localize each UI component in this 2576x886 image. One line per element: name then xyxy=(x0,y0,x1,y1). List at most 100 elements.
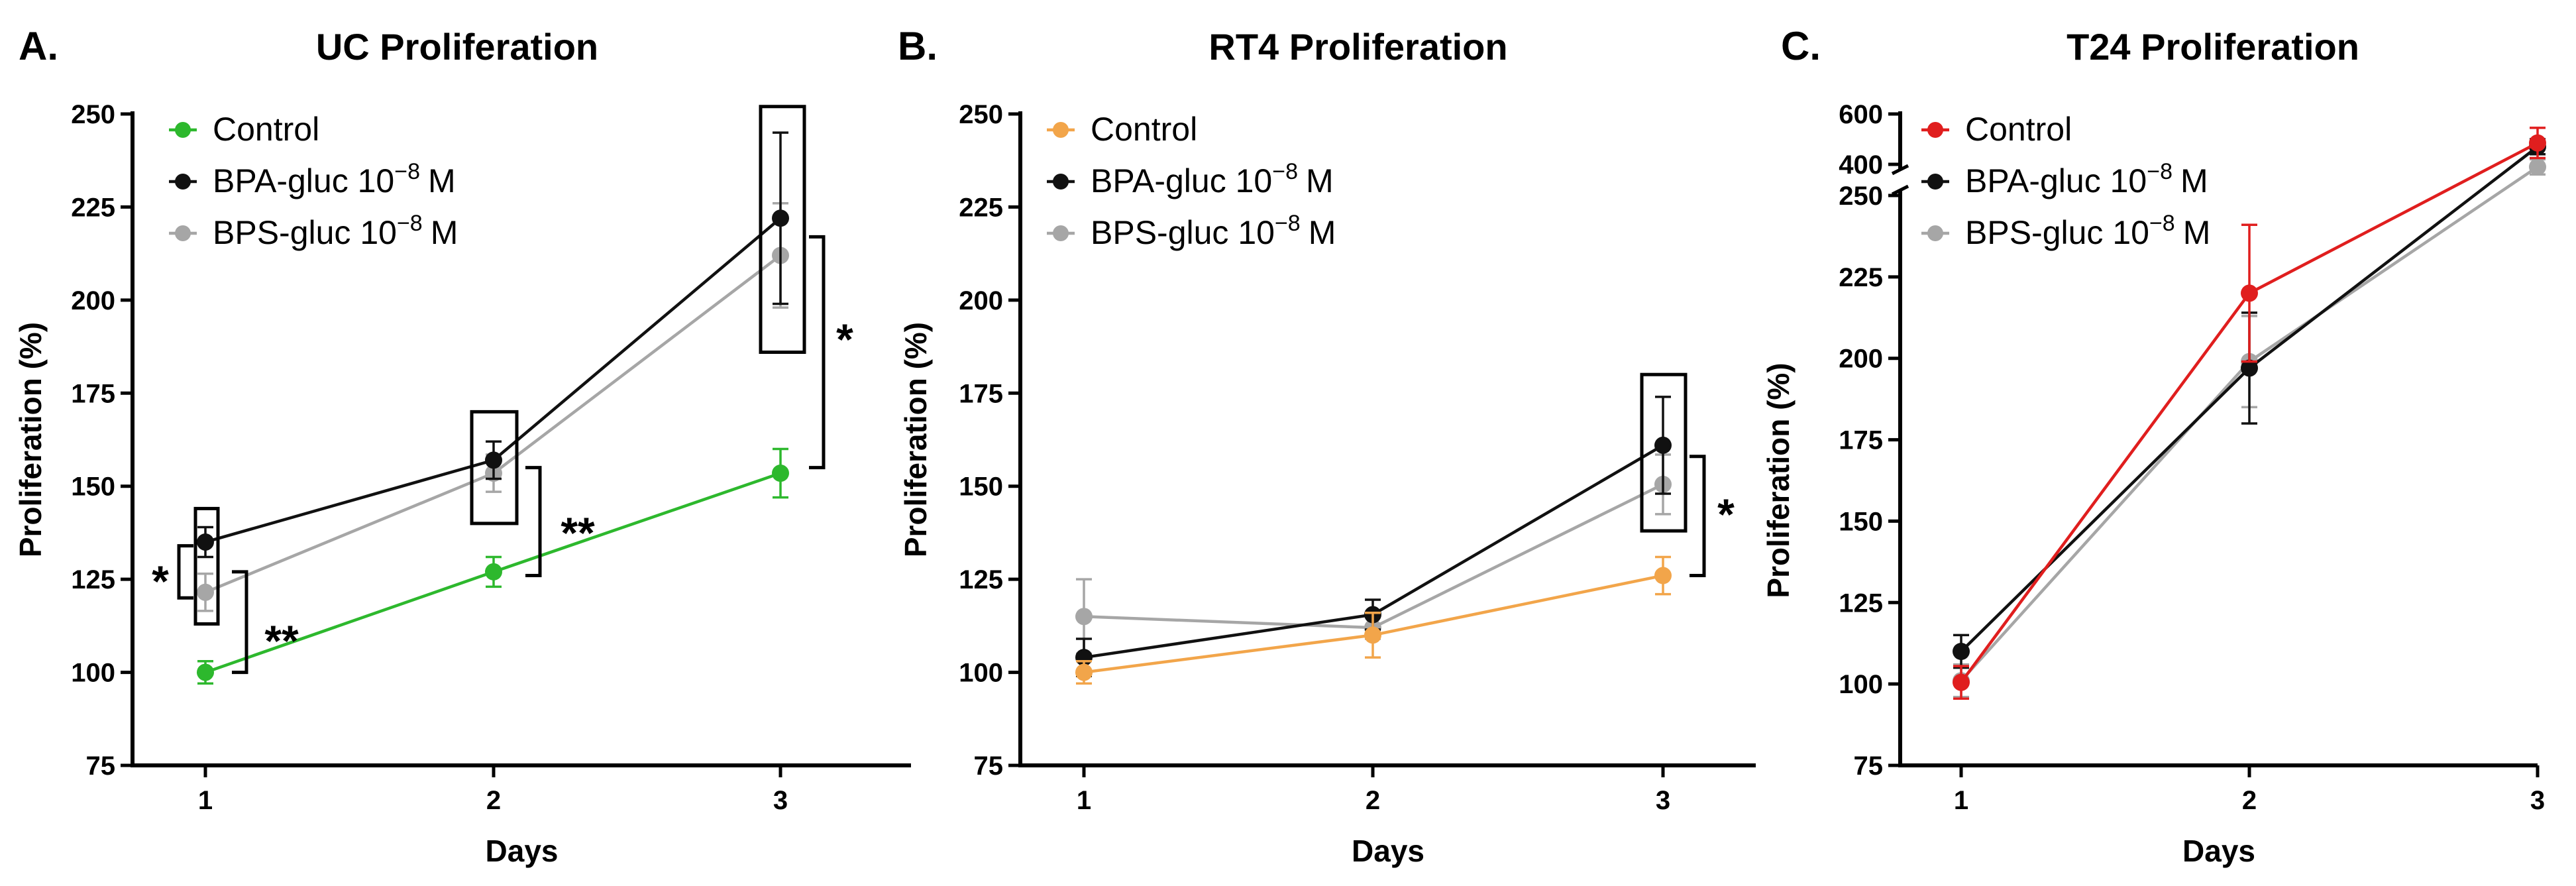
legend-swatch-marker xyxy=(1053,122,1069,138)
legend-entry: BPA-gluc 10−8 M xyxy=(1091,159,1334,199)
legend-entry: BPA-gluc 10−8 M xyxy=(213,159,456,199)
legend-entry: BPS-gluc 10−8 M xyxy=(1965,211,2210,251)
data-point xyxy=(2529,158,2546,176)
legend-entry: BPS-gluc 10−8 M xyxy=(213,211,458,251)
legend-entry: Control xyxy=(1965,111,2072,148)
x-tick-label: 3 xyxy=(773,786,788,815)
legend-entry: Control xyxy=(1091,111,1197,148)
legend-entry: Control xyxy=(213,111,319,148)
significance-bracket xyxy=(232,570,248,675)
significance-bracket xyxy=(1690,455,1706,578)
group-box xyxy=(470,410,519,526)
data-point xyxy=(197,583,214,601)
legend-exponent: −8 xyxy=(397,211,423,236)
group-box xyxy=(759,105,806,354)
legend-swatch-marker xyxy=(175,225,191,241)
x-axis-label: Days xyxy=(486,834,559,868)
data-point xyxy=(1953,673,1970,691)
data-point xyxy=(772,465,789,482)
panel-c: C. T24 Proliferation 75 100 125 150 175 200 225 2… xyxy=(1761,24,2546,868)
y-tick-label: 250 xyxy=(71,100,115,129)
chart-title: UC Proliferation xyxy=(316,26,598,68)
panel-letter: C. xyxy=(1781,24,1821,68)
legend-swatch-marker xyxy=(175,174,191,190)
x-tick-label: 2 xyxy=(1366,786,1380,815)
legend-label: Control xyxy=(213,111,319,148)
legend-unit: M xyxy=(2180,162,2208,199)
legend-exponent: −8 xyxy=(2149,211,2175,236)
x-tick-label: 2 xyxy=(2242,786,2257,815)
legend-label: Control xyxy=(1091,111,1197,148)
x-tick-label: 1 xyxy=(1954,786,1968,815)
x-tick-label: 1 xyxy=(198,786,213,815)
x-tick-label: 2 xyxy=(486,786,501,815)
significance-bracket xyxy=(177,544,193,600)
y-tick-label: 150 xyxy=(959,472,1003,502)
data-point xyxy=(485,563,502,581)
legend-exponent: −8 xyxy=(2147,159,2173,184)
significance-star: ** xyxy=(264,616,299,665)
x-tick-label: 3 xyxy=(2530,786,2545,815)
data-point xyxy=(2241,284,2258,302)
x-tick-label: 1 xyxy=(1077,786,1091,815)
data-point xyxy=(1654,567,1672,584)
data-point xyxy=(1364,626,1381,644)
y-tick-label: 125 xyxy=(959,565,1003,594)
significance-star: ** xyxy=(561,508,595,557)
data-point xyxy=(197,533,214,551)
legend-entry: BPA-gluc 10−8 M xyxy=(1965,159,2208,199)
legend-unit: M xyxy=(1309,214,1336,251)
y-tick-label: 125 xyxy=(1839,588,1883,618)
significance-bracket xyxy=(809,235,826,470)
legend-swatch-marker xyxy=(1053,174,1069,190)
x-axis-label: Days xyxy=(1352,834,1424,868)
legend-exponent: −8 xyxy=(1275,211,1301,236)
legend-unit: M xyxy=(2183,214,2211,251)
y-tick-label-upper: 600 xyxy=(1839,100,1883,129)
data-point xyxy=(2529,134,2546,152)
legend-label: BPS-gluc 10 xyxy=(213,214,397,251)
y-tick-label: 225 xyxy=(1839,263,1883,292)
group-box xyxy=(193,506,220,626)
panel-a: A. UC Proliferation 75 100 125 150 175 200 225 25… xyxy=(13,24,911,868)
legend-entry: BPS-gluc 10−8 M xyxy=(1091,211,1336,251)
legend-unit: M xyxy=(1306,162,1334,199)
y-tick-label: 175 xyxy=(71,379,115,408)
axis-break-mark xyxy=(1891,164,1909,176)
legend-swatch-marker xyxy=(1927,122,1943,138)
legend-unit: M xyxy=(428,162,456,199)
panel-letter: B. xyxy=(898,24,938,68)
y-tick-label: 75 xyxy=(86,751,116,781)
x-axis-label: Days xyxy=(2182,834,2255,868)
data-point xyxy=(485,451,502,469)
legend-swatch-marker xyxy=(1927,174,1943,190)
legend-unit: M xyxy=(431,214,458,251)
data-point xyxy=(197,663,214,681)
significance-star: * xyxy=(1717,490,1735,539)
significance-star: * xyxy=(836,315,853,364)
y-tick-label: 200 xyxy=(71,286,115,315)
y-tick-label: 150 xyxy=(71,472,115,502)
panel-letter: A. xyxy=(19,24,58,68)
chart-title: RT4 Proliferation xyxy=(1208,26,1507,68)
legend-swatch-marker xyxy=(175,122,191,138)
legend-label: BPA-gluc 10 xyxy=(1965,162,2147,199)
y-axis-label: Proliferation (%) xyxy=(1761,362,1796,598)
y-tick-label: 100 xyxy=(959,659,1003,688)
significance-bracket xyxy=(525,466,542,578)
legend-label: BPA-gluc 10 xyxy=(213,162,394,199)
series-line xyxy=(205,217,782,544)
legend-label: BPA-gluc 10 xyxy=(1091,162,1272,199)
y-tick-label: 75 xyxy=(1854,751,1884,781)
data-point xyxy=(1654,436,1672,454)
y-axis-label: Proliferation (%) xyxy=(898,322,933,557)
legend-exponent: −8 xyxy=(394,159,420,184)
legend-swatch-marker xyxy=(1053,225,1069,241)
significance-star: * xyxy=(152,557,169,606)
y-tick-label: 125 xyxy=(71,565,115,594)
data-point xyxy=(1075,663,1093,681)
y-tick-label: 150 xyxy=(1839,507,1883,536)
y-tick-label-upper: 400 xyxy=(1839,150,1883,180)
data-point xyxy=(1953,643,1970,660)
